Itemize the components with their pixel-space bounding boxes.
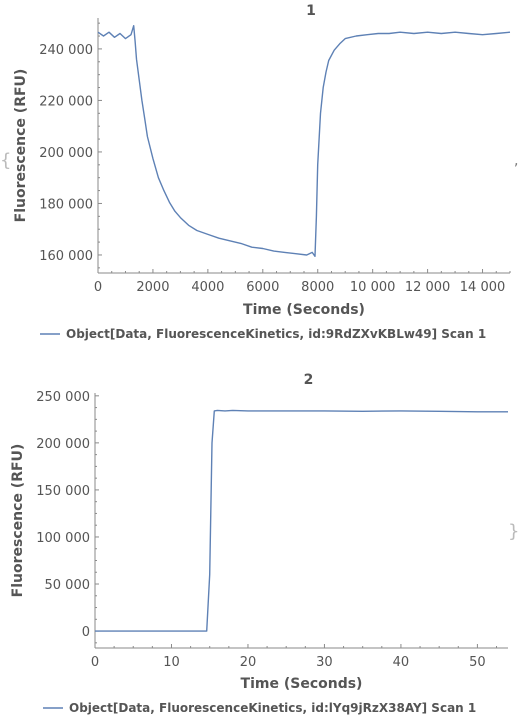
y-tick-label: 180 000	[39, 197, 93, 212]
x-tick-label: 0	[91, 655, 99, 670]
y-tick-label: 50 000	[45, 578, 91, 593]
y-tick-label: 200 000	[39, 146, 93, 161]
chart-2: 0 10 20 30 40 50 0 50 000 100 000 150 000 200 000 2…	[10, 372, 508, 715]
legend: Object[Data, FluorescenceKinetics, id:lY…	[43, 701, 476, 715]
x-tick-label: 12 000	[405, 280, 451, 295]
x-tick-label: 8000	[301, 280, 334, 295]
x-tick-label: 6000	[246, 280, 279, 295]
y-tick-label: 0	[82, 625, 90, 640]
y-tick-label: 100 000	[36, 531, 90, 546]
y-tick-label: 160 000	[39, 249, 93, 264]
x-tick-label: 40	[393, 655, 410, 670]
chart-1: 0 2000 4000 6000 8000 10 000 12 000 14 000 160 0…	[13, 3, 511, 341]
separator-comma: ,	[514, 153, 518, 169]
y-axis-title: Fluorescence (RFU)	[10, 444, 26, 598]
chart-title: 1	[306, 3, 316, 19]
x-tick-label: 30	[316, 655, 333, 670]
legend-label: Object[Data, FluorescenceKinetics, id:lY…	[69, 701, 476, 715]
x-tick-label: 20	[240, 655, 257, 670]
y-tick-label: 200 000	[36, 437, 90, 452]
y-axis-title: Fluorescence (RFU)	[13, 69, 29, 223]
y-tick-label: 150 000	[36, 484, 90, 499]
x-axis-title: Time (Seconds)	[243, 302, 365, 318]
y-tick-label: 250 000	[36, 390, 90, 405]
legend: Object[Data, FluorescenceKinetics, id:9R…	[40, 327, 486, 341]
x-tick-label: 10 000	[350, 280, 396, 295]
right-brace: }	[508, 521, 519, 542]
left-brace: {	[0, 150, 11, 171]
x-tick-label: 50	[469, 655, 486, 670]
y-tick-label: 240 000	[39, 43, 93, 58]
x-tick-label: 0	[94, 280, 102, 295]
series-line	[97, 25, 511, 257]
legend-label: Object[Data, FluorescenceKinetics, id:9R…	[66, 327, 486, 341]
x-tick-label: 14 000	[460, 280, 506, 295]
x-axis-title: Time (Seconds)	[241, 676, 363, 692]
series-line	[95, 409, 508, 632]
x-tick-label: 4000	[191, 280, 224, 295]
x-tick-label: 10	[163, 655, 180, 670]
x-tick-label: 2000	[136, 280, 169, 295]
chart-title: 2	[304, 372, 314, 388]
y-tick-label: 220 000	[39, 94, 93, 109]
